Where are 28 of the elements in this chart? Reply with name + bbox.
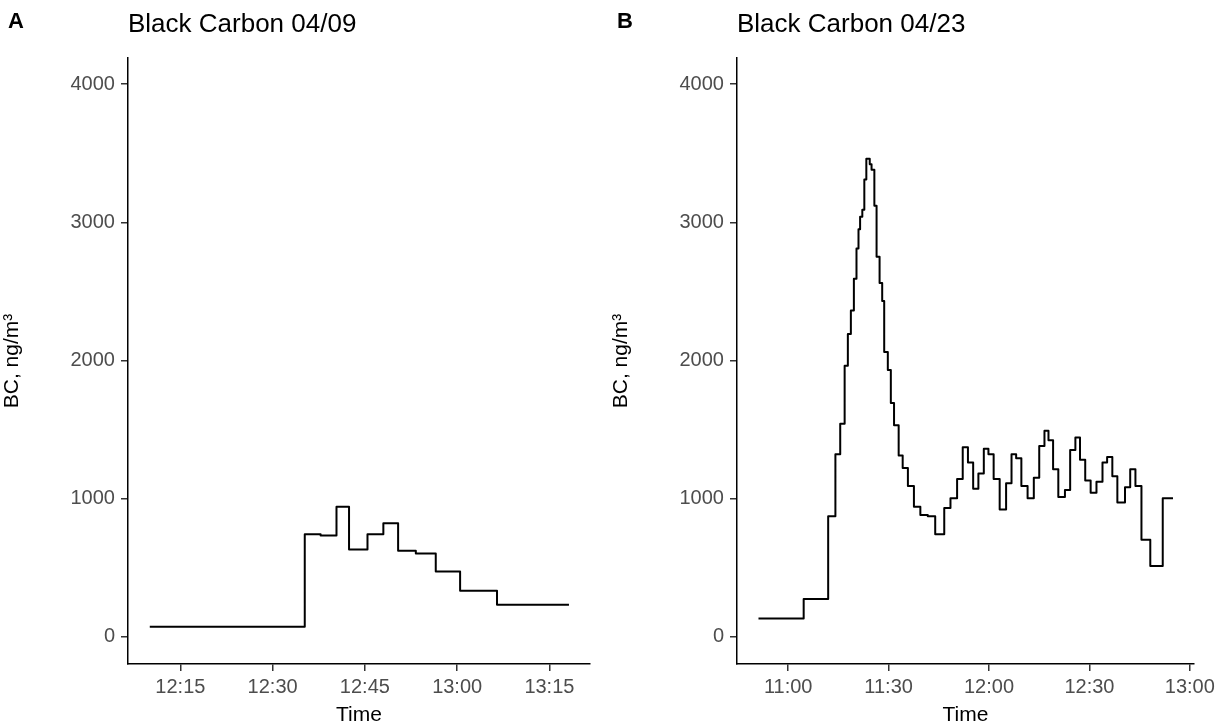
y-axis-title: BC, ng/m³ — [0, 313, 23, 409]
y-tick-label: 3000 — [679, 209, 724, 232]
x-tick-label: 12:00 — [964, 674, 1015, 697]
y-tick-label: 1000 — [70, 485, 115, 508]
y-tick-label: 4000 — [70, 71, 115, 94]
x-tick-label: 12:30 — [247, 674, 298, 697]
x-tick-label: 13:00 — [1164, 674, 1215, 697]
x-axis-title: Time — [336, 702, 382, 726]
x-tick-label: 12:30 — [1064, 674, 1115, 697]
x-tick-label: 13:00 — [432, 674, 483, 697]
x-tick-label: 13:15 — [524, 674, 575, 697]
y-tick-label: 1000 — [679, 485, 724, 508]
y-tick-label: 0 — [712, 623, 724, 646]
x-tick-label: 12:15 — [155, 674, 206, 697]
y-axis-title: BC, ng/m³ — [608, 313, 632, 409]
y-tick-label: 4000 — [679, 71, 724, 94]
x-axis-title: Time — [942, 702, 989, 726]
x-tick-label: 12:45 — [339, 674, 390, 697]
chart-title: Black Carbon 04/23 — [737, 8, 966, 39]
y-tick-label: 2000 — [70, 347, 115, 370]
x-tick-label: 11:00 — [763, 674, 813, 697]
chart-title: Black Carbon 04/09 — [128, 8, 357, 39]
y-tick-label: 0 — [103, 623, 115, 646]
y-tick-label: 2000 — [679, 347, 724, 370]
y-tick-label: 3000 — [70, 209, 115, 232]
text: B — [617, 8, 633, 34]
text: A — [8, 8, 24, 34]
x-tick-label: 11:30 — [864, 674, 913, 697]
